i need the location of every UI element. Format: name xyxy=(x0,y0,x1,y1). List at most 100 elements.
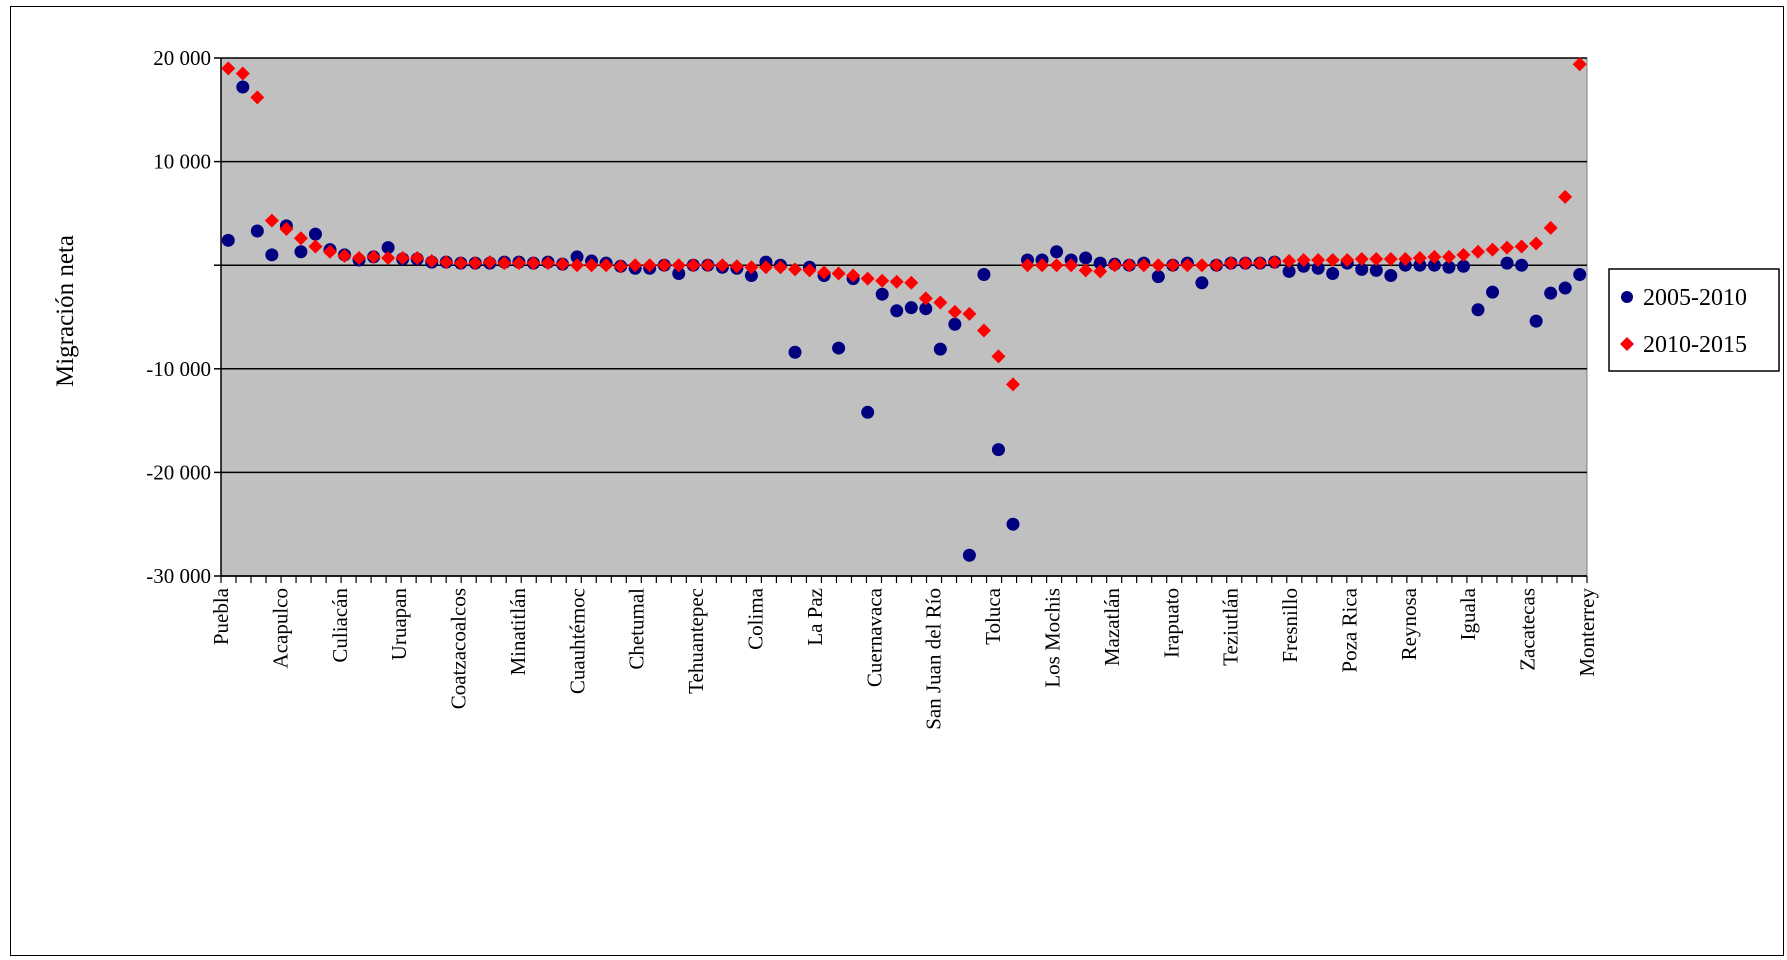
point-2010-2015 xyxy=(221,61,236,76)
point-2010-2015 xyxy=(1122,258,1137,273)
point-2010-2015 xyxy=(1500,240,1515,255)
point-2010-2015 xyxy=(1383,251,1398,266)
x-tick-label: Puebla xyxy=(209,587,233,645)
point-2010-2015 xyxy=(802,263,817,278)
point-2010-2015 xyxy=(860,271,875,286)
x-tick-label: Tehuantepec xyxy=(684,588,708,694)
point-2010-2015 xyxy=(1456,247,1471,262)
point-2010-2015 xyxy=(424,254,439,269)
y-tick-label: 20 000 xyxy=(153,46,211,70)
point-2005-2010 xyxy=(948,317,962,331)
point-2010-2015 xyxy=(962,306,977,321)
point-2010-2015 xyxy=(250,90,265,105)
point-2010-2015 xyxy=(1107,258,1122,273)
point-2010-2015 xyxy=(1049,258,1064,273)
x-tick-label: Cuauhtémoc xyxy=(565,588,589,694)
point-2010-2015 xyxy=(976,323,991,338)
point-2010-2015 xyxy=(439,255,454,270)
chart-frame: 20 000 10 000 -10 000 -20 000 -30 000 Puebla… xyxy=(10,6,1784,956)
point-2005-2010 xyxy=(308,227,322,241)
point-2010-2015 xyxy=(352,250,367,265)
point-2010-2015 xyxy=(1078,263,1093,278)
point-2005-2010 xyxy=(1050,245,1064,259)
point-2010-2015 xyxy=(410,250,425,265)
x-tick-label: Zacatecas xyxy=(1516,588,1540,671)
point-2010-2015 xyxy=(817,265,832,280)
x-tick-label: Toluca xyxy=(981,587,1005,645)
point-2010-2015 xyxy=(308,239,323,254)
point-2005-2010 xyxy=(904,301,918,315)
point-2005-2010 xyxy=(1093,256,1107,270)
point-2005-2010 xyxy=(1195,276,1209,290)
point-2010-2015 xyxy=(831,266,846,281)
point-2010-2015 xyxy=(904,275,919,290)
point-2010-2015 xyxy=(700,258,715,273)
point-2010-2015 xyxy=(526,256,541,271)
x-tick-label: Irapuato xyxy=(1159,588,1183,658)
point-2005-2010 xyxy=(1500,256,1514,270)
point-2005-2010 xyxy=(294,245,308,259)
point-2010-2015 xyxy=(1223,256,1238,271)
point-2005-2010 xyxy=(1413,258,1427,272)
point-2005-2010 xyxy=(236,80,250,94)
point-2005-2010 xyxy=(1573,268,1587,282)
y-tick-label: -10 000 xyxy=(146,357,211,381)
point-2005-2010 xyxy=(1311,261,1325,275)
legend-marker-2010-2015 xyxy=(1620,337,1634,351)
point-2005-2010 xyxy=(1355,262,1369,276)
legend-marker-2005-2010 xyxy=(1621,291,1633,303)
x-tick-label: Coatzacoalcos xyxy=(447,588,471,709)
point-2010-2015 xyxy=(1369,251,1384,266)
point-2010-2015 xyxy=(570,258,585,273)
point-2005-2010 xyxy=(1486,285,1500,299)
point-2005-2010 xyxy=(265,248,279,262)
x-axis-ticks: Puebla Acapulco Culiacán Uruapan Coatzacoalc… xyxy=(209,576,1599,730)
point-2005-2010 xyxy=(1151,270,1165,284)
point-2005-2010 xyxy=(1515,258,1529,272)
point-2005-2010 xyxy=(977,268,991,282)
point-2010-2015 xyxy=(613,259,628,274)
point-2005-2010 xyxy=(672,266,686,280)
point-2010-2015 xyxy=(933,295,948,310)
point-2010-2015 xyxy=(599,258,614,273)
x-tick-label: Poza Rica xyxy=(1337,587,1361,672)
point-2005-2010 xyxy=(1369,263,1383,277)
point-2010-2015 xyxy=(715,258,730,273)
point-2005-2010 xyxy=(570,250,584,264)
point-2005-2010 xyxy=(962,548,976,562)
x-tick-label: Uruapan xyxy=(387,588,411,661)
point-2010-2015 xyxy=(1180,258,1195,273)
point-2010-2015 xyxy=(1005,377,1020,392)
point-2005-2010 xyxy=(1442,260,1456,274)
y-tick-label: -30 000 xyxy=(146,564,211,588)
point-2010-2015 xyxy=(729,259,744,274)
point-2010-2015 xyxy=(1398,251,1413,266)
point-2005-2010 xyxy=(744,269,758,283)
point-2010-2015 xyxy=(889,274,904,289)
point-2005-2010 xyxy=(1326,266,1340,280)
point-2005-2010 xyxy=(875,287,889,301)
x-tick-label: Iguala xyxy=(1456,587,1480,640)
axes xyxy=(220,58,1587,577)
point-2010-2015 xyxy=(279,221,294,236)
y-tick-label: -20 000 xyxy=(146,460,211,484)
point-2005-2010 xyxy=(1079,251,1093,265)
point-2010-2015 xyxy=(1165,258,1180,273)
x-tick-label: Monterrey xyxy=(1575,588,1599,677)
point-2010-2015 xyxy=(758,260,773,275)
legend-label-2005-2010: 2005-2010 xyxy=(1643,285,1747,311)
point-2005-2010 xyxy=(250,224,264,238)
point-2010-2015 xyxy=(1151,258,1166,273)
point-2010-2015 xyxy=(482,255,497,270)
point-2010-2015 xyxy=(1282,254,1297,269)
point-2010-2015 xyxy=(381,250,396,265)
point-2005-2010 xyxy=(1384,269,1398,283)
point-2010-2015 xyxy=(540,256,555,271)
point-2010-2015 xyxy=(497,256,512,271)
point-2010-2015 xyxy=(1093,264,1108,279)
point-2010-2015 xyxy=(1543,220,1558,235)
point-2005-2010 xyxy=(1544,286,1558,300)
point-2010-2015 xyxy=(1267,255,1282,270)
point-2010-2015 xyxy=(584,258,599,273)
point-2005-2010 xyxy=(221,233,235,247)
